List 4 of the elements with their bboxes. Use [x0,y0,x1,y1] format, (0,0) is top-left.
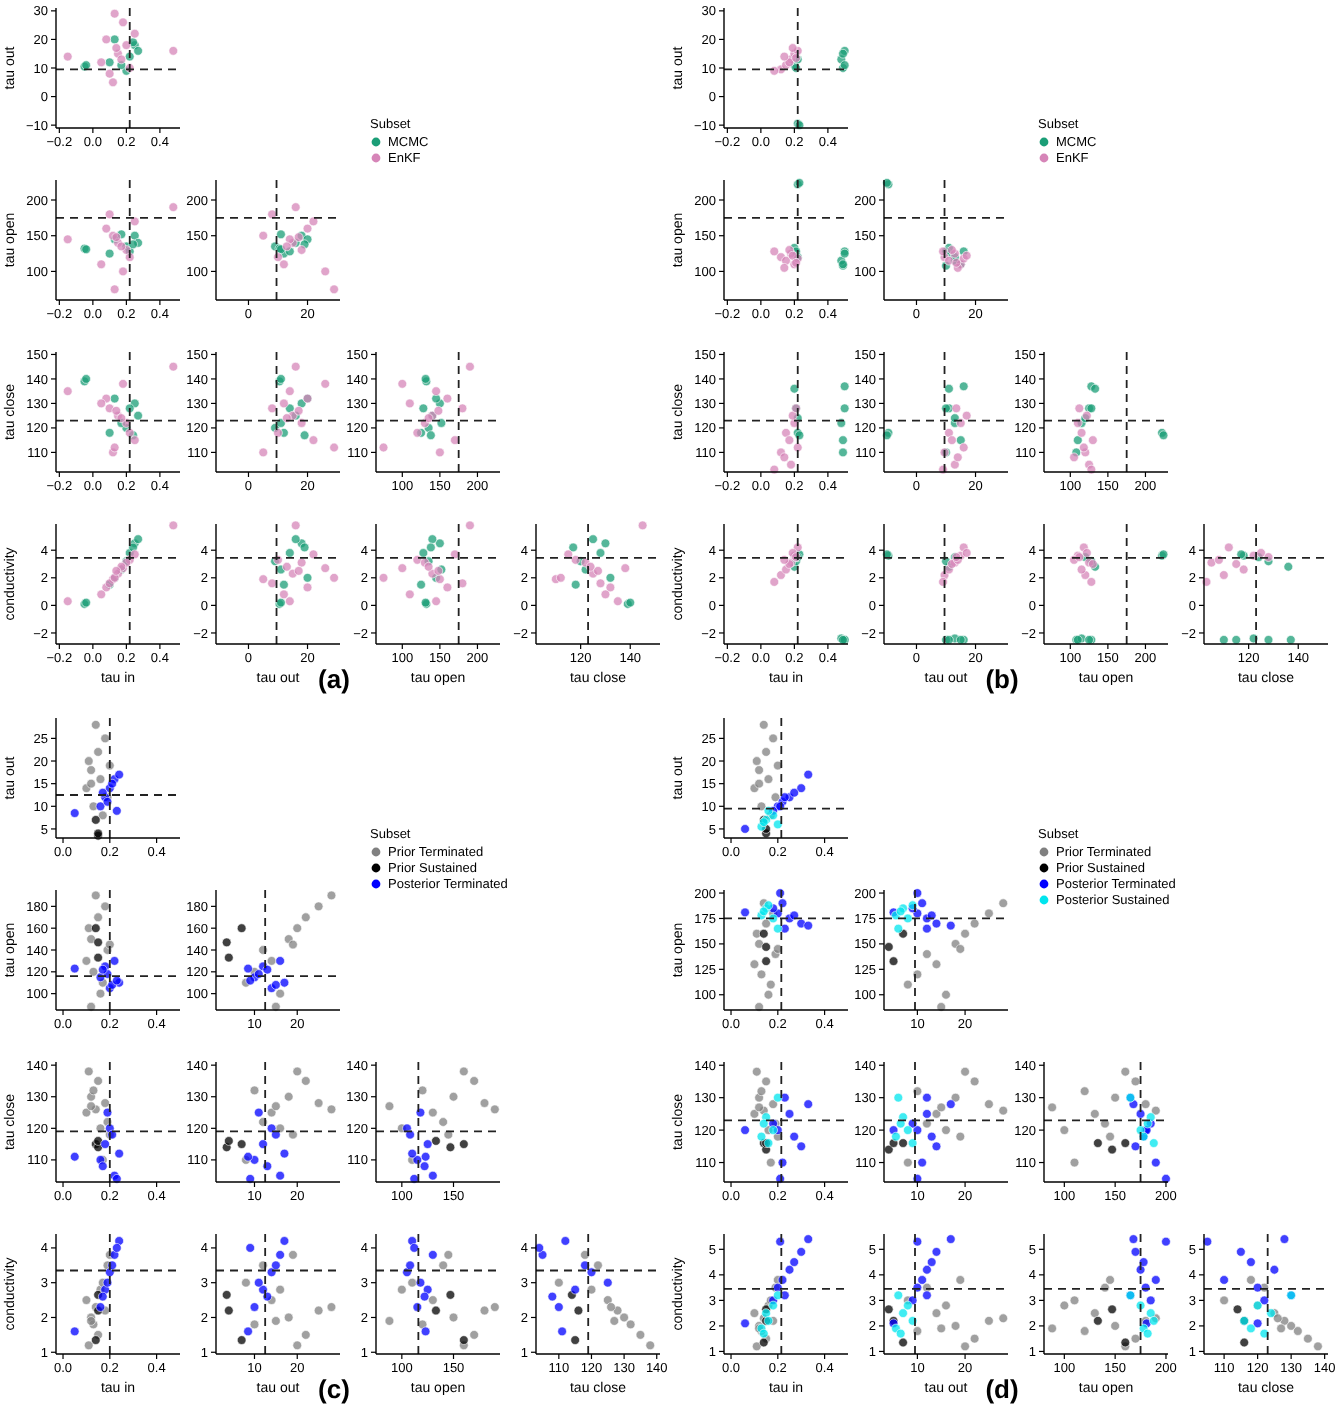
text: (a) [318,664,350,694]
text: (c) [318,1374,350,1404]
text: (d) [985,1374,1019,1404]
text: (b) [985,664,1019,694]
